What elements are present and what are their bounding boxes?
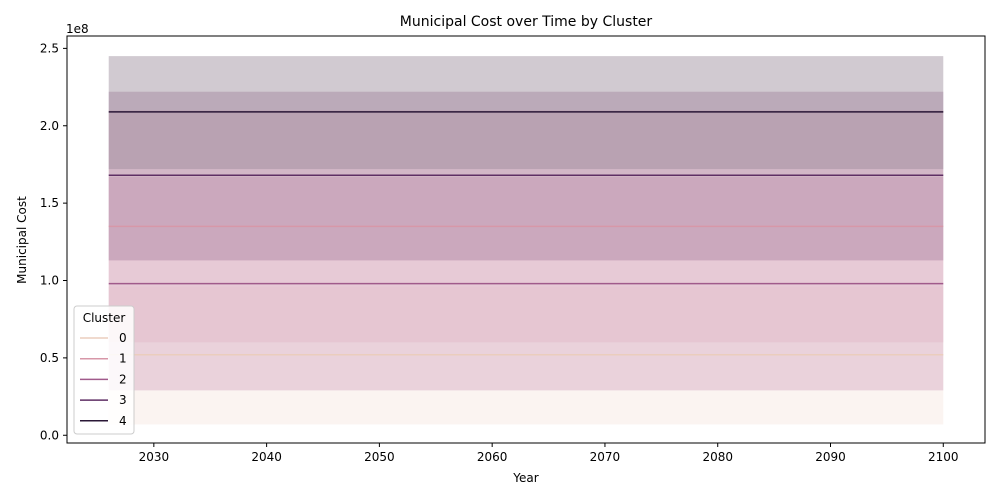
confidence-band-cluster-0 (108, 286, 944, 425)
plot-frame (66, 35, 986, 444)
y-tick-label: 2.5 (40, 41, 59, 55)
x-tick-label: 2080 (702, 450, 733, 464)
legend-label-cluster-4: 4 (119, 414, 127, 428)
y-axis-label: Municipal Cost (15, 196, 29, 284)
legend-label-cluster-1: 1 (119, 352, 127, 366)
legend-label-cluster-0: 0 (119, 331, 127, 345)
x-tick-label: 2050 (364, 450, 395, 464)
series-lines (108, 111, 944, 356)
legend-title: Cluster (83, 311, 126, 325)
legend: Cluster 0 1 2 3 4 (73, 305, 135, 435)
y-tick-label: 0.5 (40, 351, 59, 365)
legend-label-cluster-3: 3 (119, 393, 127, 407)
x-tick-label: 2100 (928, 450, 959, 464)
confidence-band-cluster-3 (108, 91, 944, 261)
y-tick-label: 0.0 (40, 428, 59, 442)
x-tick-label: 2030 (139, 450, 170, 464)
x-axis-label: Year (512, 471, 538, 485)
x-tick-label: 2090 (815, 450, 846, 464)
y-tick-label: 2.0 (40, 119, 59, 133)
confidence-band-cluster-4 (108, 56, 944, 170)
y-axis: 0.0 0.5 1.0 1.5 2.0 2.5 (40, 41, 67, 442)
x-axis: 2030 2040 2050 2060 2070 2080 2090 2100 (139, 443, 959, 464)
x-tick-label: 2060 (477, 450, 508, 464)
y-tick-label: 1.5 (40, 196, 59, 210)
y-tick-label: 1.0 (40, 274, 59, 288)
legend-label-cluster-2: 2 (119, 372, 127, 386)
chart-title: Municipal Cost over Time by Cluster (400, 14, 653, 30)
x-tick-label: 2070 (590, 450, 621, 464)
x-tick-label: 2040 (251, 450, 282, 464)
y-multiplier-label: 1e8 (66, 22, 89, 36)
